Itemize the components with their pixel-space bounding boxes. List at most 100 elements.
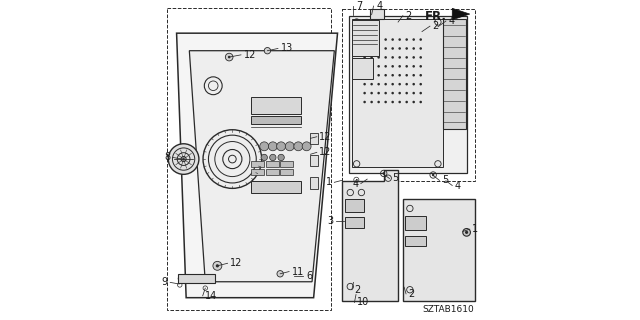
Circle shape xyxy=(412,38,415,41)
Circle shape xyxy=(405,92,408,94)
Text: 2: 2 xyxy=(405,11,412,21)
Circle shape xyxy=(405,56,408,59)
Bar xyxy=(405,216,426,230)
Circle shape xyxy=(405,74,408,76)
Circle shape xyxy=(378,83,380,85)
Circle shape xyxy=(412,56,415,59)
Circle shape xyxy=(228,56,230,58)
Circle shape xyxy=(392,74,394,76)
Bar xyxy=(252,97,301,115)
Circle shape xyxy=(378,56,380,59)
Bar xyxy=(342,9,475,181)
Circle shape xyxy=(398,56,401,59)
Text: 1: 1 xyxy=(326,177,332,187)
Circle shape xyxy=(378,74,380,76)
Circle shape xyxy=(364,101,366,103)
Circle shape xyxy=(398,101,401,103)
Text: 7: 7 xyxy=(356,1,362,11)
Circle shape xyxy=(412,74,415,76)
Circle shape xyxy=(405,38,408,41)
Text: 4: 4 xyxy=(455,180,461,190)
Circle shape xyxy=(213,261,222,270)
Bar xyxy=(252,161,264,167)
Circle shape xyxy=(412,47,415,50)
Text: 14: 14 xyxy=(205,291,218,301)
Circle shape xyxy=(371,101,373,103)
Bar xyxy=(405,236,426,246)
Circle shape xyxy=(385,92,387,94)
Circle shape xyxy=(364,65,366,68)
Circle shape xyxy=(371,65,373,68)
Circle shape xyxy=(392,92,394,94)
Circle shape xyxy=(277,271,284,277)
Circle shape xyxy=(264,47,271,54)
Circle shape xyxy=(285,142,294,151)
Text: 5: 5 xyxy=(442,175,448,185)
Circle shape xyxy=(364,56,366,59)
Text: 8: 8 xyxy=(164,152,170,163)
Circle shape xyxy=(419,74,422,76)
Circle shape xyxy=(405,65,408,68)
Circle shape xyxy=(378,65,380,68)
Circle shape xyxy=(419,65,422,68)
Circle shape xyxy=(364,92,366,94)
Circle shape xyxy=(278,154,284,161)
Circle shape xyxy=(371,38,373,41)
Circle shape xyxy=(261,154,268,161)
Bar xyxy=(280,161,293,167)
Circle shape xyxy=(398,65,401,68)
Polygon shape xyxy=(189,51,334,282)
Polygon shape xyxy=(371,9,384,19)
Circle shape xyxy=(398,38,401,41)
Polygon shape xyxy=(342,170,398,301)
Circle shape xyxy=(398,47,401,50)
Circle shape xyxy=(419,47,422,50)
Circle shape xyxy=(405,101,408,103)
Bar xyxy=(352,20,379,56)
Circle shape xyxy=(419,56,422,59)
Bar xyxy=(252,116,301,124)
Circle shape xyxy=(412,83,415,85)
Text: 4: 4 xyxy=(352,179,358,188)
Text: 4: 4 xyxy=(376,1,382,11)
Polygon shape xyxy=(310,155,319,166)
Circle shape xyxy=(364,74,366,76)
Circle shape xyxy=(385,47,387,50)
Text: 2: 2 xyxy=(433,21,439,31)
Circle shape xyxy=(385,65,387,68)
Circle shape xyxy=(405,47,408,50)
Circle shape xyxy=(385,83,387,85)
Circle shape xyxy=(412,92,415,94)
Circle shape xyxy=(412,101,415,103)
Text: 3: 3 xyxy=(327,216,333,226)
Text: 9: 9 xyxy=(161,277,168,287)
Circle shape xyxy=(465,231,468,234)
Polygon shape xyxy=(403,199,475,301)
Circle shape xyxy=(392,101,394,103)
Bar xyxy=(252,169,264,175)
Polygon shape xyxy=(452,8,470,20)
Circle shape xyxy=(378,101,380,103)
Circle shape xyxy=(364,47,366,50)
Text: FR.: FR. xyxy=(425,10,447,23)
Circle shape xyxy=(378,38,380,41)
Text: 12: 12 xyxy=(243,50,256,60)
Text: 5: 5 xyxy=(392,173,398,183)
Circle shape xyxy=(419,92,422,94)
Circle shape xyxy=(210,277,212,280)
Bar xyxy=(252,181,301,193)
Circle shape xyxy=(371,47,373,50)
Bar xyxy=(266,161,278,167)
Circle shape xyxy=(419,101,422,103)
Circle shape xyxy=(392,47,394,50)
Polygon shape xyxy=(310,177,319,189)
Circle shape xyxy=(269,154,276,161)
Circle shape xyxy=(385,38,387,41)
Polygon shape xyxy=(177,33,337,298)
Text: 12: 12 xyxy=(319,132,332,142)
Circle shape xyxy=(268,142,277,151)
Circle shape xyxy=(398,92,401,94)
Circle shape xyxy=(392,83,394,85)
Text: 6: 6 xyxy=(306,271,312,281)
Circle shape xyxy=(385,56,387,59)
